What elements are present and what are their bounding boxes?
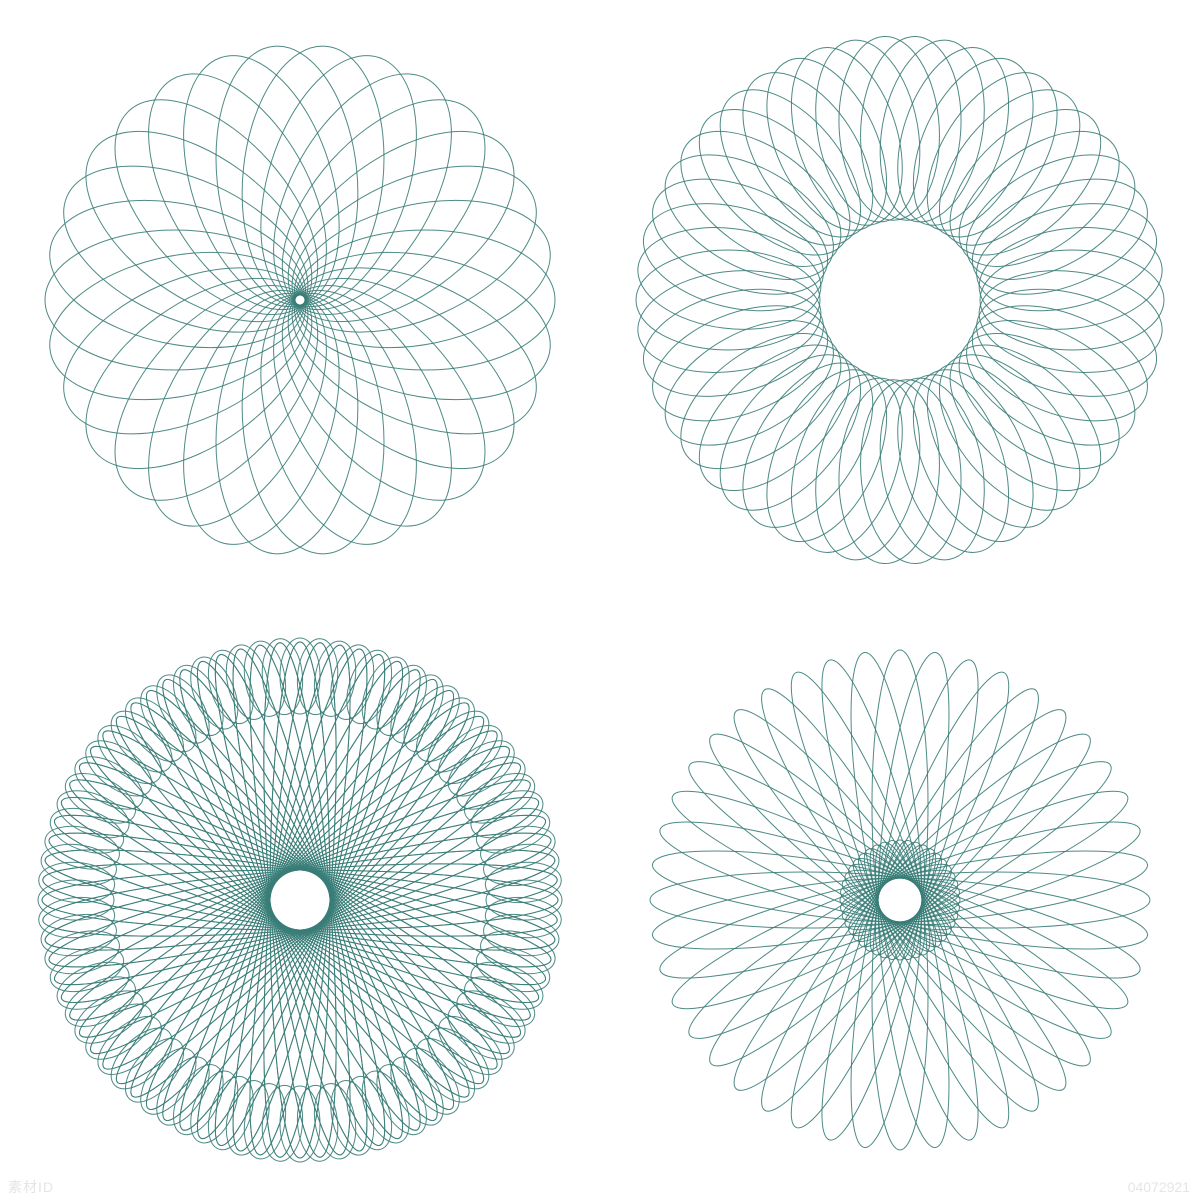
petal-bottom-right <box>600 600 1200 1200</box>
cell-bottom-left <box>0 600 600 1200</box>
rosette-top-left <box>0 0 600 600</box>
ring-top-right <box>600 0 1200 600</box>
wheel-bottom-left <box>0 600 600 1200</box>
cell-bottom-right <box>600 600 1200 1200</box>
pattern-grid <box>0 0 1200 1200</box>
cell-top-left <box>0 0 600 600</box>
cell-top-right <box>600 0 1200 600</box>
